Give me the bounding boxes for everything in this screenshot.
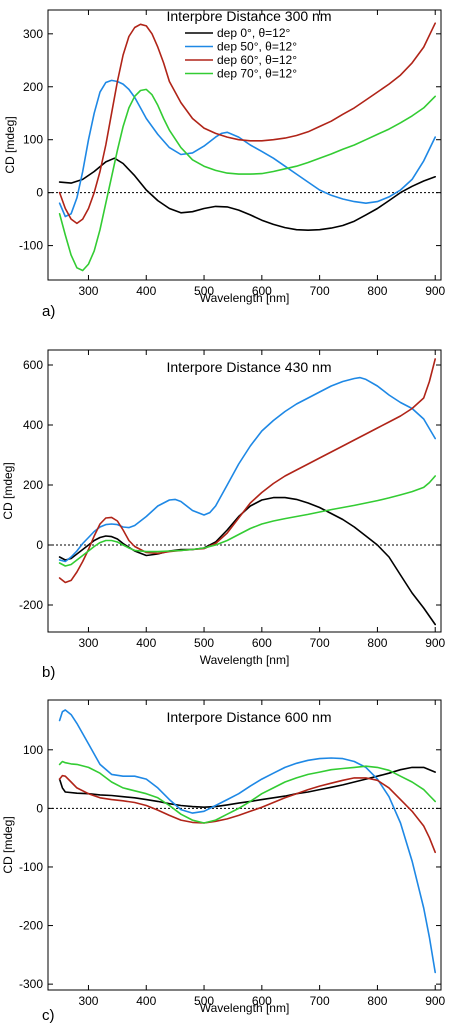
y-tick-label: 100	[23, 133, 43, 147]
y-axis-label: CD [mdeg]	[3, 116, 17, 173]
panel-title: Interpore Distance 300 nm	[167, 8, 332, 24]
x-tick-label: 400	[136, 284, 156, 298]
plot-frame	[47, 349, 442, 633]
y-tick-label: 200	[23, 478, 43, 492]
legend-entry: dep 70°, θ=12°	[217, 67, 297, 81]
x-axis-label: Wavelength [nm]	[200, 653, 290, 667]
legend-entry: dep 50°, θ=12°	[217, 40, 297, 54]
y-tick-label: 100	[23, 743, 43, 757]
legend: dep 0°, θ=12°dep 50°, θ=12°dep 60°, θ=12…	[185, 26, 297, 81]
series-line-1	[58, 157, 436, 231]
x-tick-label: 900	[425, 284, 445, 298]
panel-letter: c)	[42, 1007, 55, 1024]
y-tick-label: 0	[36, 186, 43, 200]
chart-panel-3: 300 400 500 600 700 800 900 -300 -200 -100 0 100 Wav…	[1, 699, 446, 1024]
x-tick-label: 500	[194, 636, 214, 650]
legend-entry: dep 60°, θ=12°	[217, 53, 297, 67]
x-tick-label: 800	[367, 994, 387, 1008]
series-line-3	[58, 774, 436, 854]
series-line-2	[58, 709, 436, 974]
x-tick-label: 800	[367, 284, 387, 298]
y-tick-label: 300	[23, 27, 43, 41]
x-tick-label: 600	[252, 636, 272, 650]
y-tick-label: 0	[36, 801, 43, 815]
panel-title: Interpore Distance 430 nm	[167, 359, 332, 375]
y-tick-label: -100	[19, 239, 43, 253]
y-tick-label: -100	[19, 860, 43, 874]
series-line-3	[58, 358, 436, 584]
series-line-4	[58, 475, 436, 567]
legend-entry: dep 0°, θ=12°	[217, 26, 291, 40]
series-line-2	[58, 79, 436, 218]
x-tick-label: 500	[194, 284, 214, 298]
x-tick-label: 300	[78, 994, 98, 1008]
y-tick-label: -300	[19, 977, 43, 991]
series-line-3	[58, 22, 436, 225]
y-tick-label: 400	[23, 418, 43, 432]
panel-title: Interpore Distance 600 nm	[167, 709, 332, 725]
chart-panel-1: 300 400 500 600 700 800 900 -100 0 100 200 300 Wavel…	[3, 8, 446, 320]
y-tick-label: 0	[36, 538, 43, 552]
x-tick-label: 700	[310, 994, 330, 1008]
x-tick-label: 700	[310, 284, 330, 298]
x-tick-label: 800	[367, 636, 387, 650]
x-axis-label: Wavelength [nm]	[200, 291, 290, 305]
y-tick-label: 600	[23, 358, 43, 372]
chart-panel-2: 300 400 500 600 700 800 900 -200 0 200 400 600 Wavel…	[1, 349, 446, 681]
x-tick-label: 900	[425, 994, 445, 1008]
x-tick-label: 300	[78, 284, 98, 298]
y-axis-label: CD [mdeg]	[1, 462, 15, 519]
x-tick-label: 600	[252, 284, 272, 298]
plot-frame	[47, 699, 442, 991]
x-tick-label: 900	[425, 636, 445, 650]
x-tick-label: 400	[136, 994, 156, 1008]
x-tick-label: 600	[252, 994, 272, 1008]
y-tick-label: -200	[19, 598, 43, 612]
panel-letter: a)	[42, 303, 55, 320]
x-tick-label: 700	[310, 636, 330, 650]
x-tick-label: 300	[78, 636, 98, 650]
series-line-4	[58, 760, 436, 824]
panel-letter: b)	[42, 664, 55, 681]
plot-frame	[47, 9, 442, 281]
y-tick-label: -200	[19, 919, 43, 933]
series-line-4	[58, 88, 436, 272]
y-axis-label: CD [mdeg]	[1, 816, 15, 873]
series-line-2	[58, 376, 436, 563]
series-line-1	[58, 496, 436, 626]
x-tick-label: 500	[194, 994, 214, 1008]
y-tick-label: 200	[23, 80, 43, 94]
x-tick-label: 400	[136, 636, 156, 650]
x-axis-label: Wavelength [nm]	[200, 1001, 290, 1015]
